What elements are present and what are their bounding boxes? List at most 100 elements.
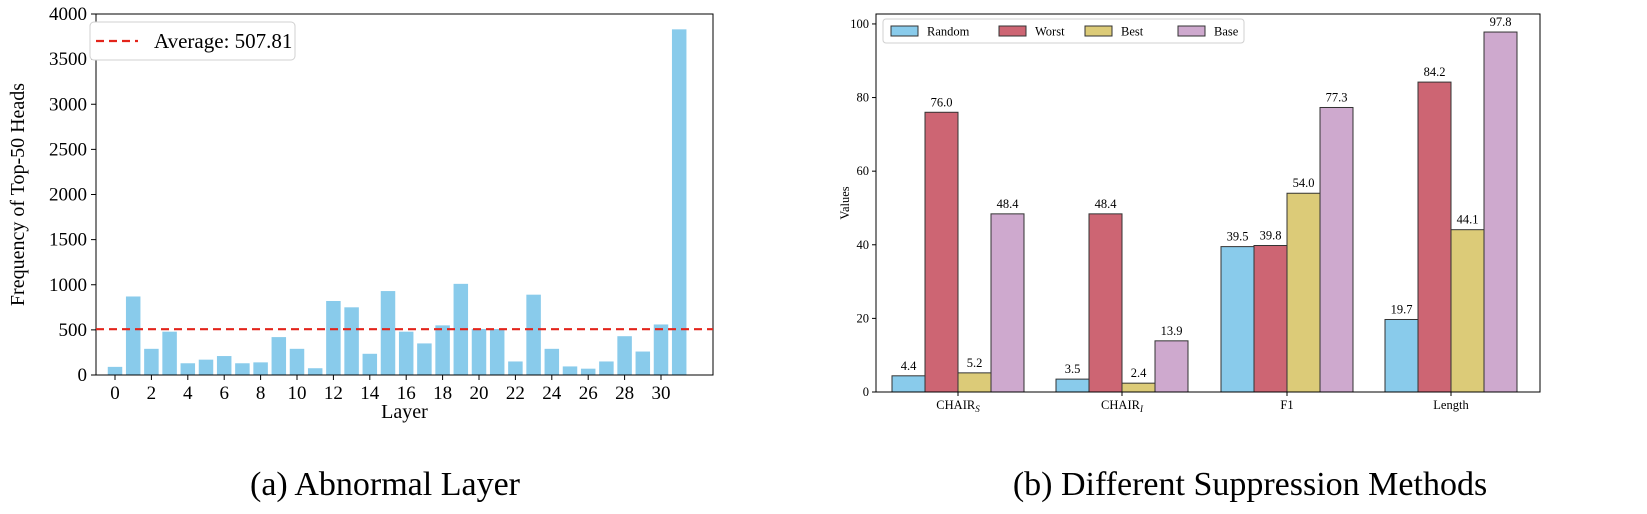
bar-layer-16 bbox=[398, 331, 414, 375]
value-label-random-0: 4.4 bbox=[901, 359, 917, 373]
legend-label-random: Random bbox=[927, 25, 970, 39]
x-tick-label: 8 bbox=[256, 383, 266, 404]
bar-layer-29 bbox=[635, 351, 651, 375]
bar-layer-15 bbox=[380, 291, 396, 375]
x-tick-label: CHAIRI bbox=[1101, 398, 1144, 414]
bar-random-3 bbox=[1384, 318, 1419, 393]
legend-swatch-base bbox=[1177, 25, 1206, 37]
legend-swatch-best bbox=[1084, 25, 1113, 37]
value-label-base-2: 77.3 bbox=[1326, 90, 1348, 104]
bar-best-3 bbox=[1450, 229, 1485, 393]
bar-worst-0 bbox=[924, 111, 959, 393]
y-tick-label: 500 bbox=[59, 320, 88, 341]
bar-base-3 bbox=[1483, 31, 1518, 393]
x-tick-label: 14 bbox=[360, 383, 380, 404]
legend-swatch-random bbox=[890, 25, 919, 37]
value-label-best-1: 2.4 bbox=[1131, 366, 1147, 380]
bar-layer-17 bbox=[417, 343, 432, 375]
x-tick-label: 16 bbox=[397, 383, 416, 404]
x-tick-label: F1 bbox=[1280, 398, 1293, 412]
bar-layer-30 bbox=[653, 324, 669, 375]
bar-worst-2 bbox=[1253, 245, 1288, 393]
bar-layer-3 bbox=[162, 331, 177, 375]
bar-worst-1 bbox=[1088, 213, 1123, 393]
legend-label-base: Base bbox=[1214, 25, 1239, 39]
x-tick-label: 26 bbox=[579, 383, 598, 404]
bar-layer-20 bbox=[471, 328, 487, 375]
bar-layer-28 bbox=[617, 336, 632, 375]
x-tick-label: CHAIRS bbox=[936, 398, 980, 414]
y-axis-label: Frequency of Top-50 Heads bbox=[7, 83, 29, 306]
legend-box bbox=[89, 21, 296, 61]
bar-layer-10 bbox=[289, 348, 305, 375]
legend: Average: 507.81 bbox=[89, 21, 296, 61]
caption-suppression-methods: (b) Different Suppression Methods bbox=[1012, 466, 1488, 503]
y-tick-label: 2500 bbox=[49, 139, 87, 160]
y-tick-label: 60 bbox=[857, 164, 870, 178]
bar-layer-13 bbox=[344, 307, 359, 375]
value-label-random-1: 3.5 bbox=[1065, 362, 1081, 376]
legend-box bbox=[882, 18, 1245, 44]
bar-layer-23 bbox=[526, 294, 541, 375]
bar-base-0 bbox=[990, 213, 1025, 393]
x-tick-label: 6 bbox=[219, 383, 229, 404]
y-tick-label: 0 bbox=[863, 385, 869, 399]
plot-frame bbox=[95, 13, 714, 376]
bar-layer-14 bbox=[362, 353, 378, 375]
legend-label-best: Best bbox=[1121, 25, 1144, 39]
value-label-worst-1: 48.4 bbox=[1095, 197, 1118, 211]
bar-layer-25 bbox=[562, 366, 578, 375]
x-tick-label: 4 bbox=[183, 383, 193, 404]
x-tick-label: 22 bbox=[506, 383, 525, 404]
legend-swatch-worst bbox=[998, 25, 1027, 37]
bar-best-2 bbox=[1286, 192, 1321, 393]
bar-worst-3 bbox=[1417, 81, 1452, 393]
x-tick-label: 2 bbox=[147, 383, 157, 404]
bar-layer-12 bbox=[326, 300, 341, 375]
bar-layer-26 bbox=[580, 368, 596, 375]
x-tick-label: 0 bbox=[110, 383, 120, 404]
y-tick-label: 1500 bbox=[49, 230, 87, 251]
plot-frame bbox=[875, 13, 1541, 393]
chart-suppression-methods: 4.4 3.5 39.5 19.7 76.0 48.4 39.8 84.2 5.2 2.4 54.0… bbox=[838, 13, 1541, 414]
bar-layer-8 bbox=[253, 362, 268, 375]
bar-base-1 bbox=[1154, 340, 1189, 393]
y-tick-label: 3000 bbox=[49, 94, 87, 115]
value-label-base-3: 97.8 bbox=[1490, 15, 1512, 29]
value-label-best-0: 5.2 bbox=[967, 356, 983, 370]
bar-best-1 bbox=[1121, 382, 1156, 393]
value-label-worst-0: 76.0 bbox=[931, 95, 953, 109]
value-label-random-2: 39.5 bbox=[1227, 230, 1249, 244]
y-axis-label: Values bbox=[838, 186, 852, 219]
legend-label-average: Average: 507.81 bbox=[154, 29, 292, 53]
y-tick-label: 100 bbox=[850, 17, 869, 31]
legend: Random Worst Best Base bbox=[882, 18, 1245, 44]
bar-layer-11 bbox=[307, 368, 323, 375]
y-tick-label: 80 bbox=[857, 91, 870, 105]
bar-layer-5 bbox=[198, 359, 214, 375]
legend-label-worst: Worst bbox=[1035, 25, 1065, 39]
y-tick-label: 4000 bbox=[49, 4, 87, 25]
y-tick-label: 0 bbox=[78, 365, 88, 386]
y-tick-label: 1000 bbox=[49, 275, 87, 296]
caption-abnormal-layer: (a) Abnormal Layer bbox=[250, 466, 520, 503]
value-label-random-3: 19.7 bbox=[1391, 302, 1413, 316]
x-tick-label: 20 bbox=[470, 383, 489, 404]
bar-best-0 bbox=[957, 372, 992, 393]
bar-layer-9 bbox=[271, 337, 287, 375]
x-tick-label: Length bbox=[1433, 398, 1469, 412]
x-tick-label: 24 bbox=[542, 383, 562, 404]
bar-layer-2 bbox=[144, 348, 159, 375]
value-label-worst-2: 39.8 bbox=[1260, 229, 1282, 243]
bar-layer-0 bbox=[107, 366, 123, 375]
x-tick-label: 10 bbox=[288, 383, 307, 404]
bar-layer-1 bbox=[125, 296, 141, 375]
y-tick-label: 40 bbox=[857, 238, 870, 252]
bar-random-0 bbox=[891, 375, 926, 393]
x-tick-label: 12 bbox=[324, 383, 343, 404]
bar-layer-24 bbox=[544, 348, 560, 375]
bar-layer-21 bbox=[489, 328, 505, 375]
value-label-worst-3: 84.2 bbox=[1424, 65, 1446, 79]
